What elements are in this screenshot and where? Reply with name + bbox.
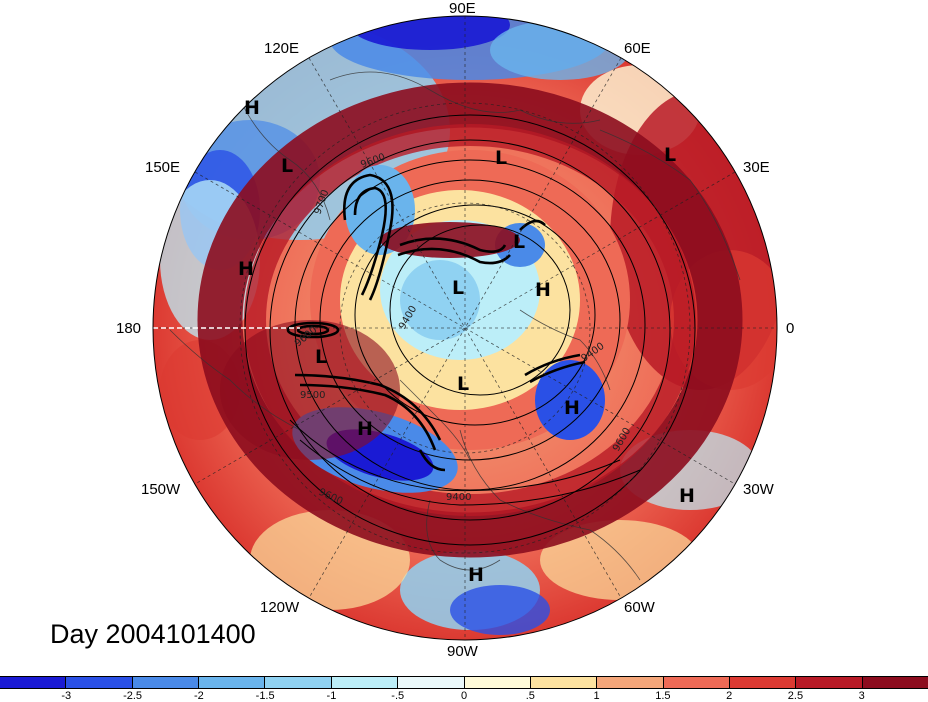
longitude-label-30e: 30E <box>743 159 770 176</box>
longitude-label-0: 0 <box>786 320 795 337</box>
low-marker: L <box>452 277 464 299</box>
colorbar-box <box>0 677 67 688</box>
longitude-label-120w: 120W <box>260 599 300 616</box>
colorbar-box <box>796 677 863 688</box>
colorbar-box <box>132 677 200 688</box>
low-marker: L <box>513 231 525 253</box>
longitude-label-90w: 90W <box>447 643 478 660</box>
high-marker: H <box>238 258 254 280</box>
longitude-label-90e: 90E <box>449 0 476 17</box>
low-marker: L <box>457 373 469 395</box>
colorbar-tick-label: -1 <box>326 690 337 702</box>
colorbar-box <box>199 677 266 688</box>
colorbar-box <box>398 677 465 688</box>
high-marker: H <box>357 418 373 440</box>
high-marker: H <box>679 485 695 507</box>
high-marker: H <box>564 397 580 419</box>
low-marker: L <box>315 346 327 368</box>
colorbar-box <box>331 677 399 688</box>
colorbar-tick-label: -1.5 <box>255 690 275 702</box>
colorbar-box <box>729 677 797 688</box>
longitude-label-60w: 60W <box>624 599 655 616</box>
colorbar-box <box>663 677 730 688</box>
colorbar-box <box>862 677 928 688</box>
colorbar-tick-label: -2 <box>193 690 204 702</box>
longitude-label-180: 180 <box>116 320 142 337</box>
colorbar-box <box>66 677 133 688</box>
colorbar <box>0 676 928 689</box>
longitude-label-60e: 60E <box>624 40 651 57</box>
longitude-label-150e: 150E <box>145 159 181 176</box>
low-marker: L <box>495 147 507 169</box>
high-marker: H <box>244 97 260 119</box>
colorbar-tick-label: 0 <box>460 690 468 702</box>
colorbar-tick-label: 3 <box>858 690 865 702</box>
colorbar-tick-label: 2 <box>726 690 733 702</box>
longitude-label-120e: 120E <box>264 40 300 57</box>
high-marker: H <box>468 564 484 586</box>
colorbar-box <box>464 677 531 688</box>
colorbar-tick-label: .5 <box>525 690 535 702</box>
colorbar-box <box>597 677 664 688</box>
colorbar-tick-label: -.5 <box>391 690 405 702</box>
polar-stereographic-map: 9700 9600 9600 9500 9400 9600 9600 9400 … <box>152 15 778 641</box>
colorbar-tick-label: 2.5 <box>787 690 804 702</box>
pressure-system-markers: H L L L L H L H L L H H H H <box>238 97 695 586</box>
colorbar-tick-label: 1.5 <box>655 690 671 702</box>
contour-label-9400-b: 9400 <box>446 492 471 503</box>
low-marker: L <box>664 144 676 166</box>
longitude-label-150w: 150W <box>141 481 181 498</box>
longitude-label-30w: 30W <box>743 481 774 498</box>
colorbar-tick-label: 1 <box>593 690 600 702</box>
low-marker: L <box>281 155 293 177</box>
day-label: Day 2004101400 <box>50 619 256 649</box>
contour-label-9500: 9500 <box>300 390 325 401</box>
colorbar-tick-label: -2.5 <box>123 690 143 702</box>
colorbar-box <box>265 677 332 688</box>
anomaly-field: 9700 9600 9600 9500 9400 9600 9600 9400 … <box>153 16 777 640</box>
colorbar-tick-label: -3 <box>61 690 72 702</box>
high-marker: H <box>535 279 551 301</box>
colorbar-box <box>530 677 598 688</box>
